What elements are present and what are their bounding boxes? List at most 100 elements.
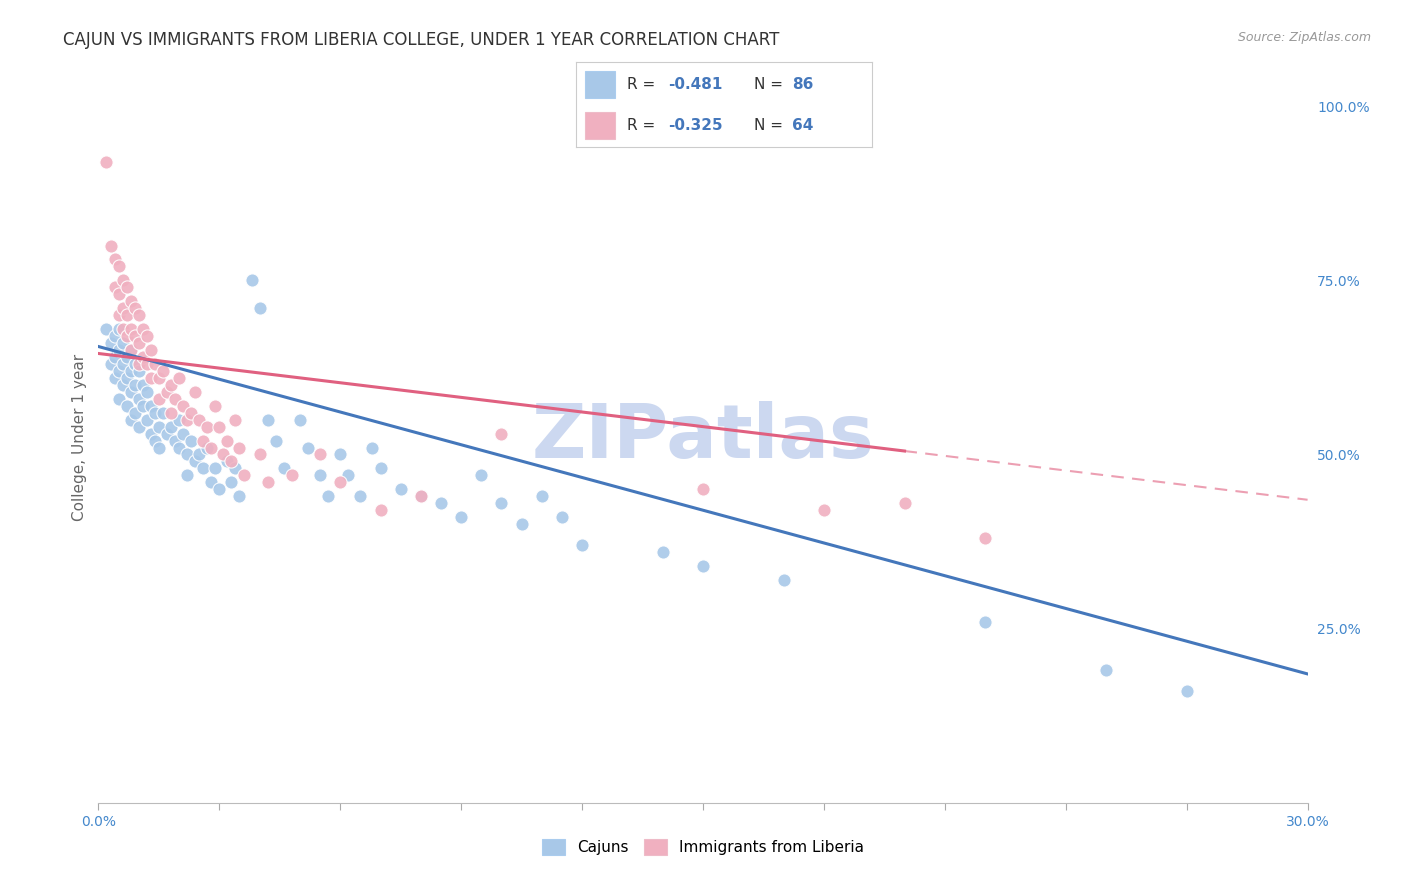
Point (176, 412, 198, 426)
Text: R =: R = (627, 118, 659, 133)
Point (115, 308, 138, 322)
Point (128, 364, 150, 378)
Point (115, 399, 138, 413)
Point (120, 294, 142, 309)
Point (160, 377, 183, 392)
Point (128, 308, 150, 322)
Text: N =: N = (754, 118, 787, 133)
Point (143, 434, 166, 448)
Point (176, 448, 198, 462)
Point (172, 426, 194, 441)
Point (450, 510, 472, 524)
Point (188, 412, 211, 426)
Point (96, 322, 118, 336)
Point (430, 496, 453, 510)
Point (212, 448, 235, 462)
Point (107, 343, 129, 357)
Point (772, 573, 794, 587)
Point (193, 461, 215, 475)
Bar (585, 112, 614, 139)
Point (103, 252, 125, 267)
Point (124, 377, 146, 392)
Point (148, 392, 170, 406)
Point (288, 412, 311, 426)
Point (128, 392, 150, 406)
Point (111, 322, 134, 336)
Point (571, 538, 593, 552)
Point (176, 468, 198, 483)
Point (107, 364, 129, 378)
Point (156, 426, 179, 441)
Point (329, 448, 352, 462)
Point (184, 384, 207, 399)
Point (228, 489, 250, 503)
Point (167, 371, 190, 385)
Point (103, 329, 125, 343)
Point (124, 329, 146, 343)
Point (128, 336, 150, 351)
Point (135, 357, 157, 371)
Point (96, 155, 118, 169)
Point (281, 468, 304, 483)
Text: 64: 64 (792, 118, 814, 133)
Point (389, 483, 412, 497)
Point (139, 343, 162, 357)
Point (224, 461, 246, 475)
Point (115, 350, 138, 364)
Legend: Cajuns, Immigrants from Liberia: Cajuns, Immigrants from Liberia (536, 833, 870, 861)
Point (139, 399, 162, 413)
Point (491, 426, 513, 441)
Point (297, 441, 319, 455)
Point (135, 384, 157, 399)
Point (188, 448, 211, 462)
Point (249, 301, 271, 316)
Point (107, 308, 129, 322)
Text: 86: 86 (792, 77, 814, 92)
Point (974, 531, 997, 545)
Point (128, 419, 150, 434)
Point (409, 489, 432, 503)
Point (510, 517, 533, 532)
Point (139, 371, 162, 385)
Point (111, 273, 134, 287)
Point (100, 238, 122, 252)
Point (193, 434, 215, 448)
Point (273, 461, 295, 475)
Point (111, 377, 134, 392)
Point (349, 489, 371, 503)
Point (152, 364, 174, 378)
Point (370, 503, 392, 517)
Point (221, 454, 243, 468)
Point (111, 357, 134, 371)
Point (107, 287, 129, 301)
Point (148, 441, 170, 455)
Point (115, 371, 138, 385)
Point (309, 448, 332, 462)
Text: -0.325: -0.325 (668, 118, 723, 133)
Point (249, 448, 271, 462)
Point (100, 336, 122, 351)
Point (692, 483, 714, 497)
Point (256, 475, 278, 490)
Point (124, 357, 146, 371)
Point (103, 350, 125, 364)
Point (337, 468, 360, 483)
Point (974, 615, 997, 629)
Point (103, 280, 125, 294)
Point (156, 384, 179, 399)
Point (208, 483, 231, 497)
Point (200, 475, 222, 490)
Bar (585, 71, 614, 98)
Point (111, 336, 134, 351)
Point (115, 329, 138, 343)
Point (256, 412, 278, 426)
Point (163, 392, 186, 406)
Point (204, 399, 226, 413)
Point (120, 412, 142, 426)
Point (361, 441, 384, 455)
Point (184, 454, 207, 468)
Text: R =: R = (627, 77, 659, 92)
Point (228, 441, 250, 455)
Point (148, 371, 170, 385)
Point (167, 441, 190, 455)
